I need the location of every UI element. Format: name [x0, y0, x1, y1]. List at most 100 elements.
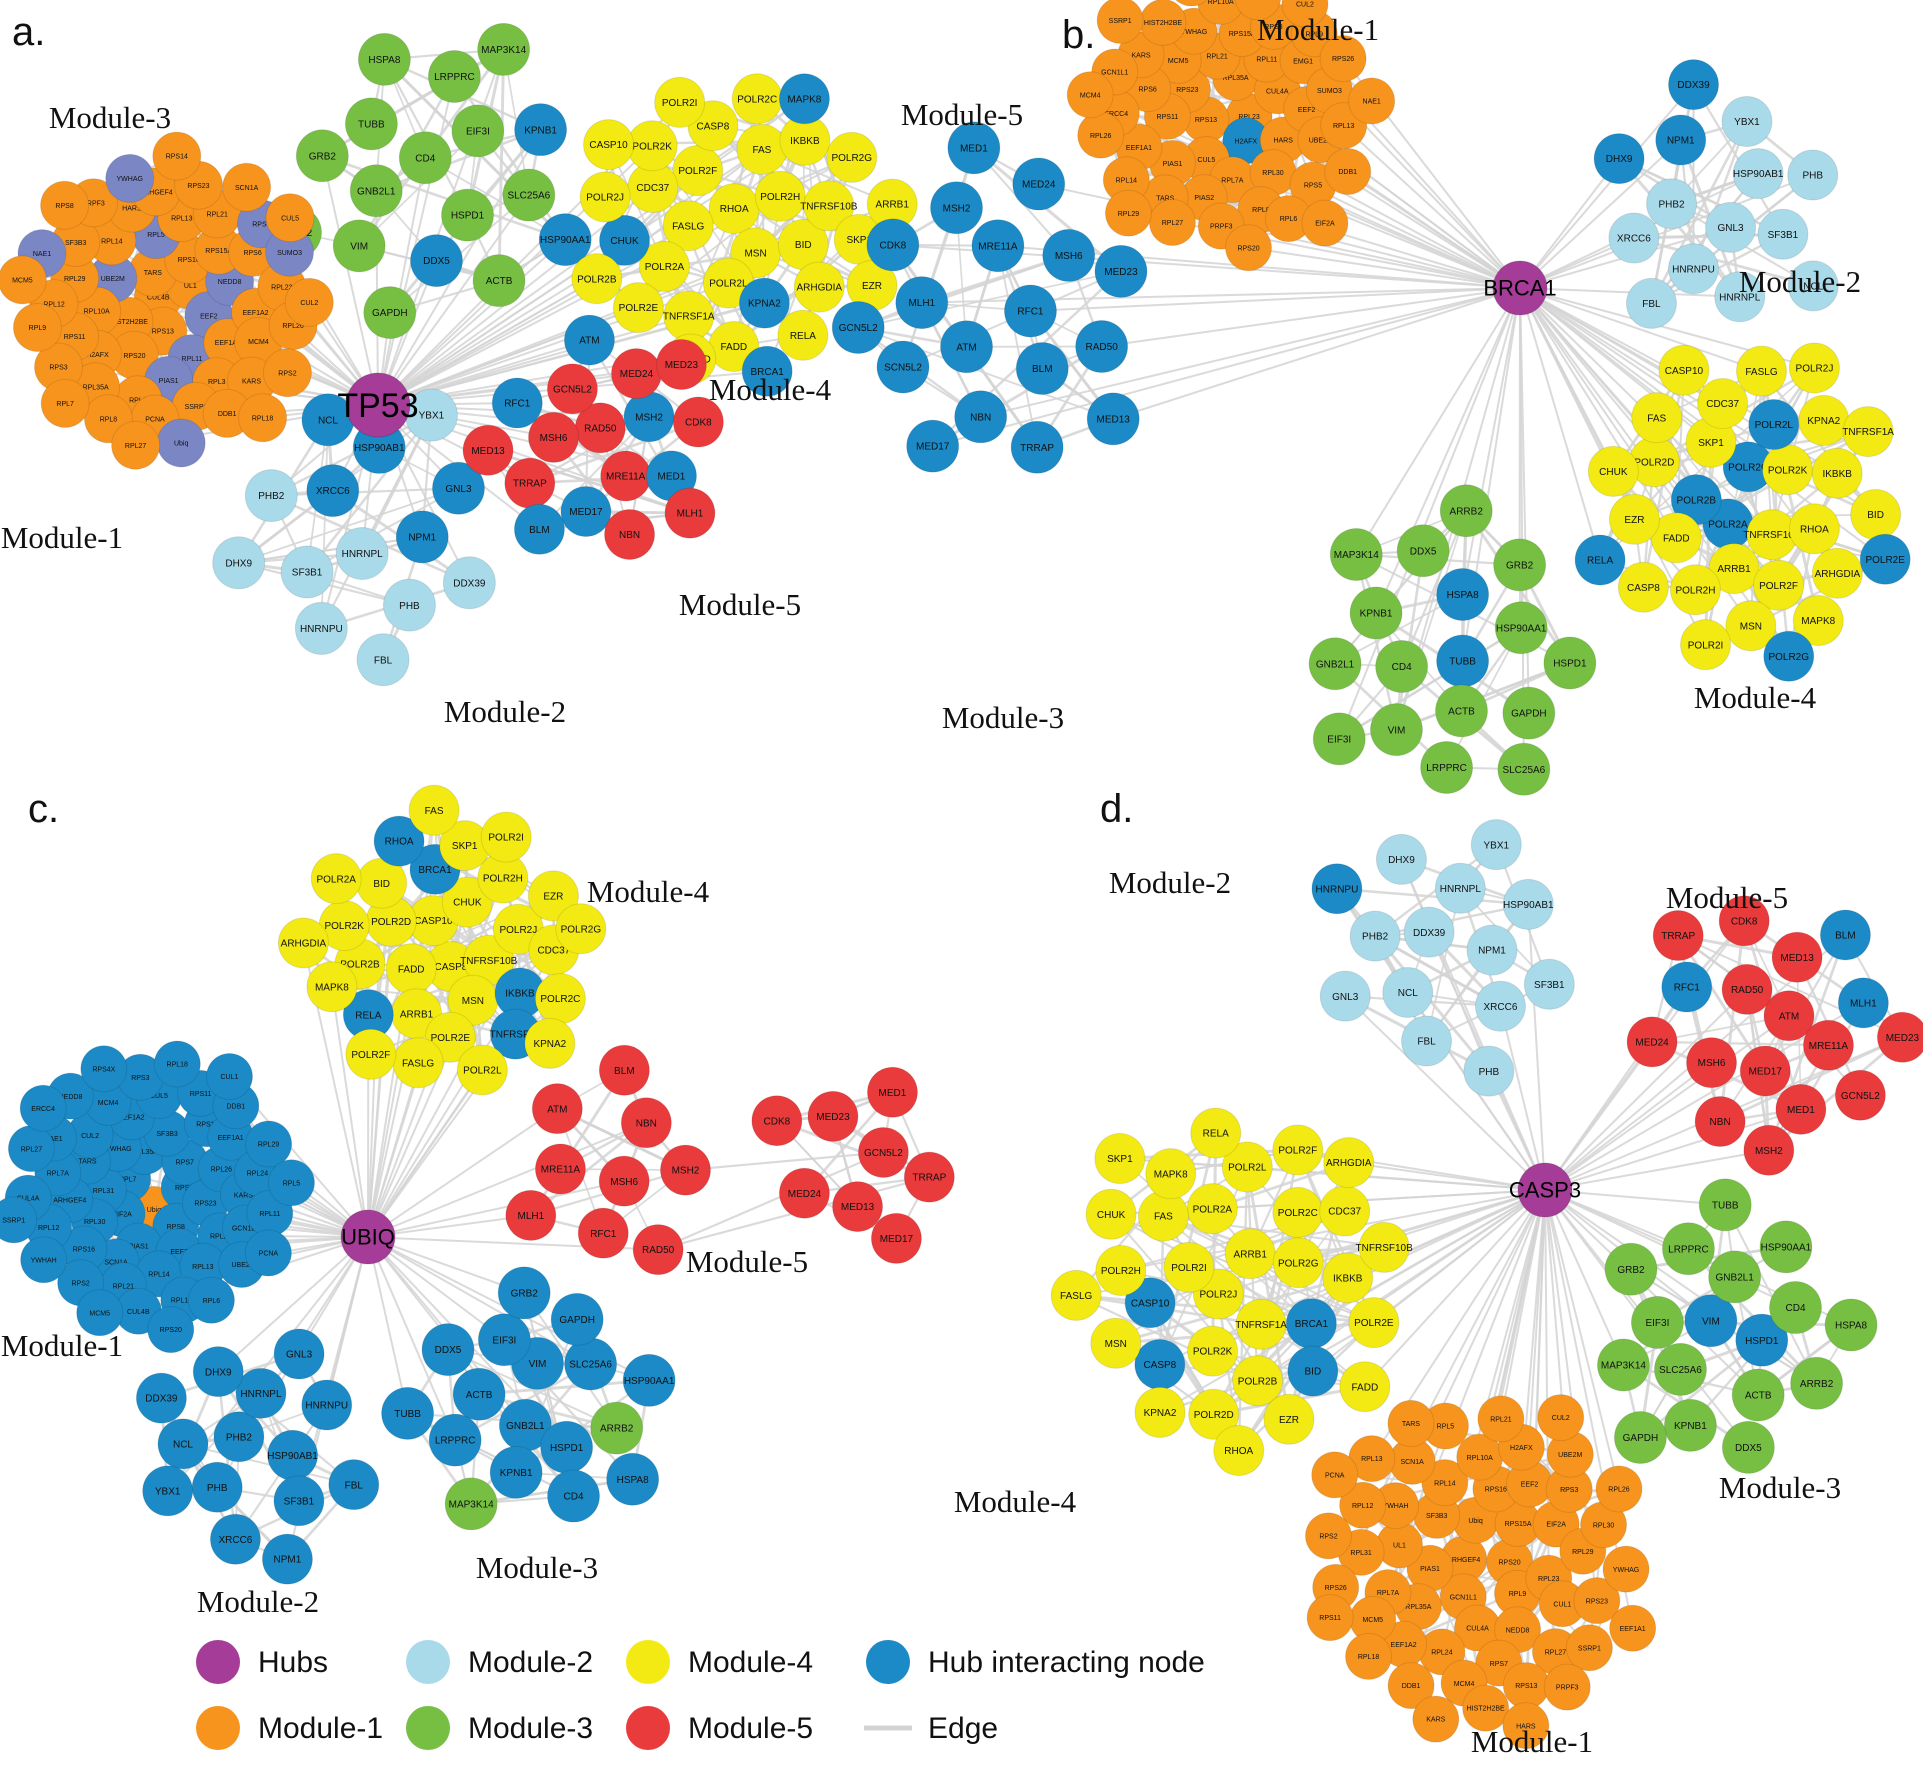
gene-label: RHOA — [1224, 1446, 1253, 1457]
gene-node — [1306, 1594, 1354, 1642]
gene-label: BID — [1305, 1367, 1322, 1378]
gene-node — [209, 1513, 261, 1565]
gene-node — [738, 277, 790, 329]
gene-node — [604, 508, 656, 560]
gene-node — [1348, 77, 1396, 125]
gene-label: NBN — [636, 1118, 657, 1129]
gene-node — [1731, 1368, 1785, 1422]
gene-label: YBX1 — [1734, 117, 1760, 128]
gene-label: RPL7A — [47, 1171, 70, 1178]
gene-label: RFC1 — [504, 399, 531, 410]
gene-label: KPNA2 — [748, 299, 781, 310]
gene-node — [1686, 1037, 1738, 1089]
gene-node — [947, 121, 1001, 175]
gene-label: RELA — [1587, 556, 1613, 567]
gene-label: MSH2 — [635, 412, 663, 423]
gene-label: MLH1 — [908, 298, 935, 309]
gene-label: CASP10 — [589, 140, 628, 151]
gene-node — [267, 1159, 315, 1207]
gene-label: RPL23 — [1238, 114, 1260, 121]
gene-label: CDK8 — [685, 418, 712, 429]
edge — [306, 487, 459, 573]
gene-label: PHB2 — [1362, 932, 1389, 943]
gene-node — [1617, 561, 1669, 613]
gene-label: RPS26 — [1325, 1585, 1347, 1592]
gene-label: RPL14 — [1116, 177, 1138, 184]
gene-label: POLR2C — [737, 94, 777, 105]
gene-label: MSN — [1740, 621, 1762, 632]
gene-node — [441, 188, 495, 242]
gene-label: EMG1 — [1293, 58, 1313, 65]
gene-label: YWHAH — [31, 1257, 57, 1264]
gene-label: RPL8 — [1252, 207, 1270, 214]
gene-node — [524, 1017, 576, 1069]
gene-label: LRPPRC — [1426, 763, 1467, 774]
gene-node — [491, 377, 543, 429]
gene-label: FAS — [1154, 1212, 1173, 1223]
gene-node — [1725, 600, 1777, 652]
gene-node — [664, 487, 716, 539]
gene-node — [1104, 189, 1152, 237]
gene-node — [442, 556, 496, 610]
gene-label: ERCC4 — [1104, 111, 1128, 118]
gene-label: ARHGDIA — [1326, 1158, 1372, 1169]
gene-node — [1697, 378, 1749, 430]
gene-label: RHOA — [720, 204, 749, 215]
gene-node — [489, 1445, 543, 1499]
gene-label: ARHGDIA — [281, 939, 327, 950]
gene-node — [1324, 147, 1372, 195]
panel-tag-b: b. — [1062, 13, 1095, 57]
gene-label: YWHAG — [1181, 29, 1207, 36]
gene-node — [1667, 243, 1719, 295]
gene-label: RAD50 — [1086, 342, 1119, 353]
gene-node — [620, 1097, 672, 1149]
gene-label: RPS2 — [1249, 0, 1267, 1]
nodes-layer: CASP8 CASP10 TNFRSF10B FADD CHUK MSN POLR2D POL… — [0, 784, 955, 1619]
edge — [1617, 157, 1741, 298]
gene-label: IKBKB — [1333, 1273, 1363, 1284]
gene-label: MCM5 — [1362, 1617, 1383, 1624]
gene-label: YBX1 — [1484, 840, 1510, 851]
gene-label: GNB2L1 — [1316, 659, 1355, 670]
gene-label: RPS16 — [178, 257, 200, 264]
gene-label: HIST2H2BE — [1144, 20, 1182, 27]
gene-node — [1593, 133, 1645, 185]
gene-label: HSPD1 — [550, 1443, 584, 1454]
module-label: Module-4 — [709, 372, 832, 407]
gene-node — [142, 1465, 194, 1517]
gene-label: GCN5L2 — [553, 384, 592, 395]
gene-node — [1348, 1297, 1400, 1349]
gene-node — [205, 1052, 253, 1100]
gene-label: RPL27 — [1162, 220, 1184, 227]
gene-node — [1655, 114, 1707, 166]
gene-label: POLR2G — [831, 153, 872, 164]
gene-label: PHB — [1479, 1067, 1500, 1078]
gene-label: FBL — [345, 1480, 364, 1491]
module-label: Module-3 — [1719, 1470, 1841, 1505]
gene-node — [563, 314, 615, 366]
edge — [1519, 287, 1789, 471]
hub-node — [345, 372, 411, 438]
gene-node — [222, 162, 272, 212]
gene-label: MED23 — [1104, 267, 1138, 278]
gene-label: SF3B3 — [1426, 1513, 1448, 1520]
gene-node — [1735, 1313, 1789, 1367]
gene-label: DDB1 — [227, 1103, 246, 1110]
gene-label: HARS — [1516, 1723, 1536, 1730]
gene-label: NEDD8 — [218, 279, 242, 286]
gene-label: NPM1 — [1478, 946, 1506, 957]
gene-label: EEF1A1 — [1620, 1626, 1646, 1633]
gene-label: ACTB — [486, 276, 513, 287]
gene-label: RPL30 — [84, 1219, 106, 1226]
gene-node — [1015, 341, 1069, 395]
gene-node — [1186, 1183, 1238, 1235]
gene-label: FBL — [1642, 299, 1661, 310]
gene-node — [441, 876, 493, 928]
gene-label: HSPA8 — [1447, 590, 1479, 601]
gene-label: IKBKB — [790, 136, 820, 147]
gene-label: RPL9 — [29, 325, 47, 332]
gene-label: EIF3I — [1327, 735, 1351, 746]
gene-label: RPS20 — [160, 1327, 182, 1334]
gene-label: BLM — [529, 525, 550, 536]
edge — [1544, 1189, 1726, 1206]
